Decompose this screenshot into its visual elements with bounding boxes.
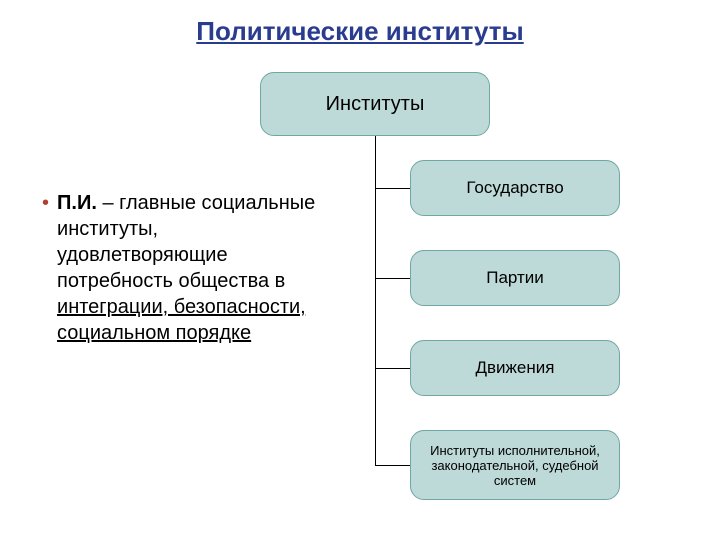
connector-h (375, 368, 410, 369)
connector-h (375, 465, 410, 466)
connector-h (375, 188, 410, 189)
child-node-0: Государство (410, 160, 620, 216)
child-node-3: Институты исполнительной, законодательно… (410, 430, 620, 500)
child-node-1: Партии (410, 250, 620, 306)
child-node-2: Движения (410, 340, 620, 396)
definition-text: П.И. – главные социальные институты, удо… (57, 190, 322, 346)
connector-v (375, 136, 376, 465)
root-node: Институты (260, 72, 490, 136)
definition-block: • П.И. – главные социальные институты, у… (42, 190, 322, 346)
definition-underlined: интеграции, безопасности, социальном пор… (57, 296, 306, 344)
bullet-icon: • (42, 190, 49, 346)
definition-abbr: П.И. (57, 192, 97, 214)
page-title: Политические институты (0, 16, 720, 47)
connector-h (375, 278, 410, 279)
